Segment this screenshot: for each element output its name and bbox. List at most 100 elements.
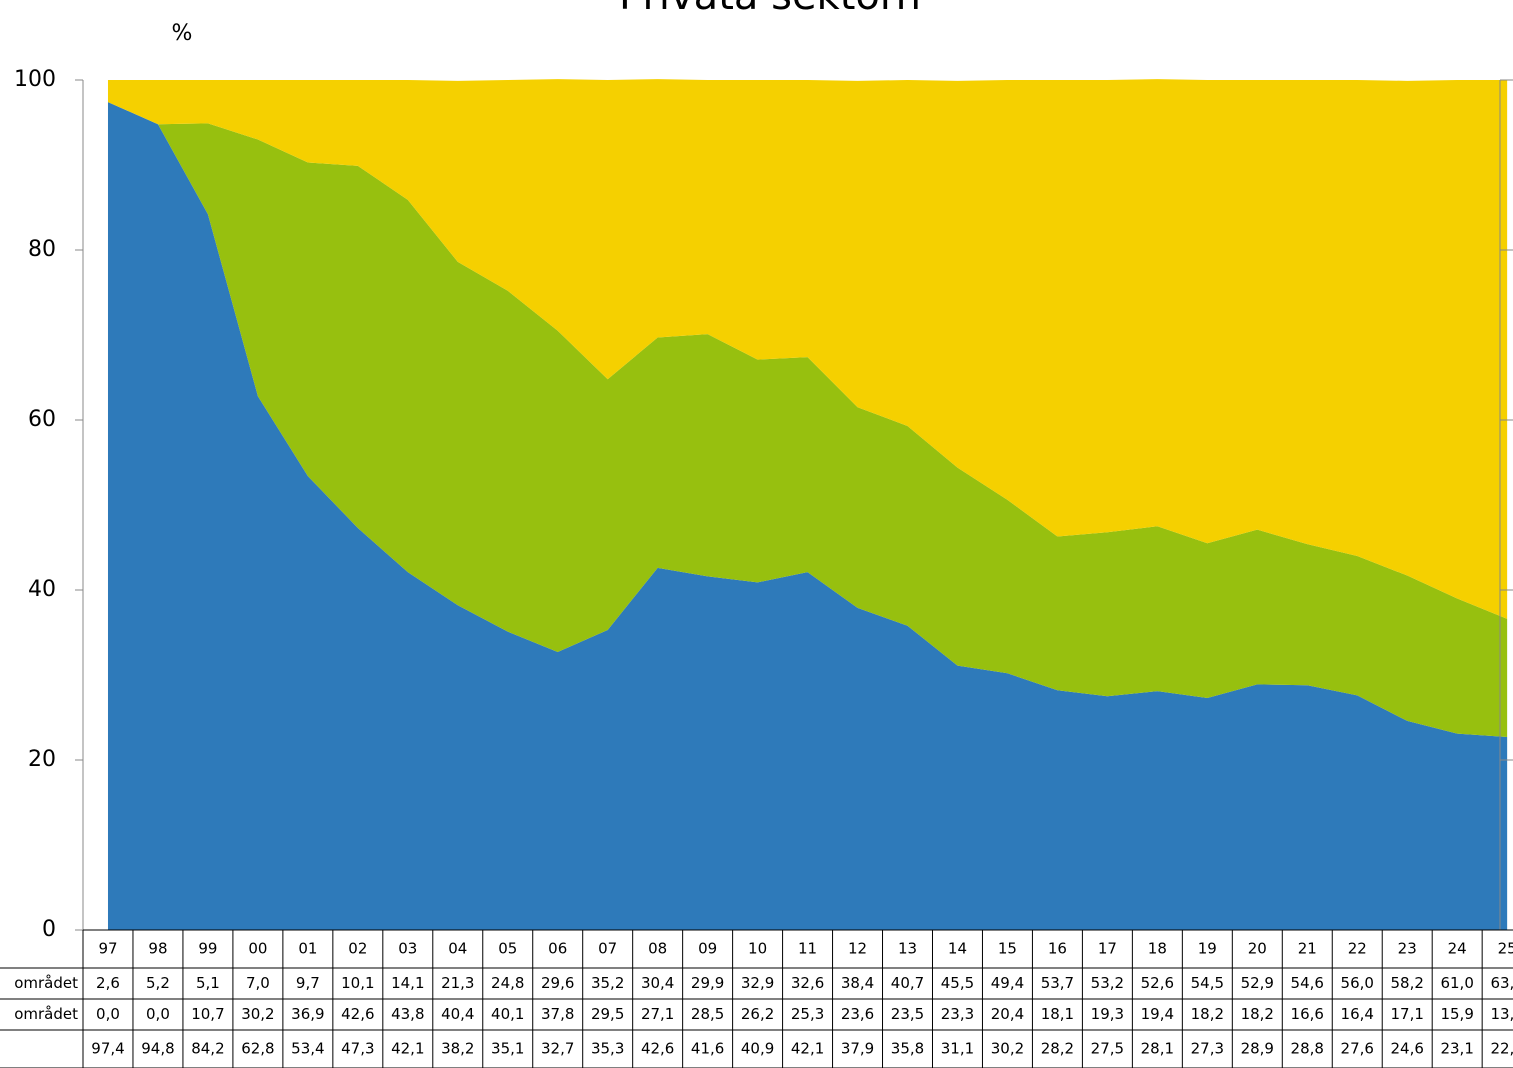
value-label: 35,8 <box>891 1040 924 1058</box>
value-label: 0,0 <box>96 1005 120 1023</box>
value-label: 18,1 <box>1041 1005 1074 1023</box>
x-tick-label: 14 <box>948 940 967 958</box>
value-label: 9,7 <box>296 974 320 992</box>
x-tick-label: 23 <box>1398 940 1417 958</box>
x-tick-label: 21 <box>1298 940 1317 958</box>
value-label: 32,9 <box>741 974 774 992</box>
value-label: 40,4 <box>441 1005 474 1023</box>
x-tick-label: 13 <box>898 940 917 958</box>
value-label: 26,2 <box>741 1005 774 1023</box>
value-label: 58,2 <box>1391 974 1424 992</box>
x-tick-label: 12 <box>848 940 867 958</box>
value-label: 43,8 <box>391 1005 424 1023</box>
value-label: 30,4 <box>641 974 674 992</box>
x-tick-label: 08 <box>648 940 667 958</box>
x-tick-label: 22 <box>1348 940 1367 958</box>
value-label: 29,6 <box>541 974 574 992</box>
value-label: 23,3 <box>941 1005 974 1023</box>
value-label: 10,1 <box>341 974 374 992</box>
value-label: 63,4 <box>1490 974 1513 992</box>
row-label: området <box>14 974 78 992</box>
x-tick-label: 00 <box>248 940 267 958</box>
value-label: 18,2 <box>1191 1005 1224 1023</box>
value-label: 14,1 <box>391 974 424 992</box>
value-label: 0,0 <box>146 1005 170 1023</box>
x-tick-label: 17 <box>1098 940 1117 958</box>
value-label: 27,6 <box>1341 1040 1374 1058</box>
x-tick-label: 16 <box>1048 940 1067 958</box>
value-label: 49,4 <box>991 974 1024 992</box>
value-label: 23,6 <box>841 1005 874 1023</box>
value-label: 38,4 <box>841 974 874 992</box>
value-label: 42,6 <box>641 1040 674 1058</box>
x-tick-label: 20 <box>1248 940 1267 958</box>
value-label: 24,8 <box>491 974 524 992</box>
x-tick-label: 05 <box>498 940 517 958</box>
value-label: 19,4 <box>1141 1005 1174 1023</box>
value-label: 29,9 <box>691 974 724 992</box>
value-label: 20,4 <box>991 1005 1024 1023</box>
value-label: 53,4 <box>291 1040 324 1058</box>
value-label: 53,7 <box>1041 974 1074 992</box>
value-label: 23,1 <box>1440 1040 1473 1058</box>
value-label: 17,1 <box>1391 1005 1424 1023</box>
value-label: 28,9 <box>1241 1040 1274 1058</box>
x-tick-label: 11 <box>798 940 817 958</box>
value-label: 28,2 <box>1041 1040 1074 1058</box>
chart-title: Privata sektorn <box>619 0 921 19</box>
value-label: 28,5 <box>691 1005 724 1023</box>
value-label: 41,6 <box>691 1040 724 1058</box>
x-tick-label: 99 <box>198 940 217 958</box>
value-label: 5,2 <box>146 974 170 992</box>
value-label: 47,3 <box>341 1040 374 1058</box>
x-tick-label: 04 <box>448 940 467 958</box>
area <box>107 79 1508 619</box>
x-tick-label: 25 <box>1498 940 1513 958</box>
value-label: 30,2 <box>991 1040 1024 1058</box>
value-label: 22,7 <box>1490 1040 1513 1058</box>
value-label: 56,0 <box>1341 974 1374 992</box>
value-label: 35,1 <box>491 1040 524 1058</box>
y-tick-label: 20 <box>28 747 56 772</box>
y-tick-label: 60 <box>28 407 56 432</box>
value-label: 40,1 <box>491 1005 524 1023</box>
value-label: 52,9 <box>1241 974 1274 992</box>
value-label: 35,3 <box>591 1040 624 1058</box>
value-label: 62,8 <box>241 1040 274 1058</box>
value-label: 27,1 <box>641 1005 674 1023</box>
x-tick-label: 07 <box>598 940 617 958</box>
value-label: 24,6 <box>1391 1040 1424 1058</box>
value-label: 45,5 <box>941 974 974 992</box>
value-label: 19,3 <box>1091 1005 1124 1023</box>
value-label: 16,6 <box>1291 1005 1324 1023</box>
value-label: 37,8 <box>541 1005 574 1023</box>
value-label: 40,7 <box>891 974 924 992</box>
x-tick-label: 97 <box>98 940 117 958</box>
x-tick-label: 06 <box>548 940 567 958</box>
value-label: 97,4 <box>91 1040 124 1058</box>
value-label: 94,8 <box>141 1040 174 1058</box>
value-label: 42,6 <box>341 1005 374 1023</box>
value-label: 13,9 <box>1490 1005 1513 1023</box>
value-label: 18,2 <box>1241 1005 1274 1023</box>
value-label: 54,5 <box>1191 974 1224 992</box>
y-tick-label: 80 <box>28 237 56 262</box>
x-tick-label: 98 <box>148 940 167 958</box>
value-label: 25,3 <box>791 1005 824 1023</box>
value-label: 21,3 <box>441 974 474 992</box>
value-label: 15,9 <box>1440 1005 1473 1023</box>
x-tick-label: 24 <box>1448 940 1467 958</box>
value-label: 28,1 <box>1141 1040 1174 1058</box>
value-label: 38,2 <box>441 1040 474 1058</box>
x-tick-label: 19 <box>1198 940 1217 958</box>
value-label: 7,0 <box>246 974 270 992</box>
value-label: 32,6 <box>791 974 824 992</box>
value-label: 32,7 <box>541 1040 574 1058</box>
value-label: 52,6 <box>1141 974 1174 992</box>
x-tick-label: 18 <box>1148 940 1167 958</box>
y-tick-label: 100 <box>14 67 56 92</box>
area <box>107 102 1508 931</box>
value-label: 31,1 <box>941 1040 974 1058</box>
value-label: 16,4 <box>1341 1005 1374 1023</box>
